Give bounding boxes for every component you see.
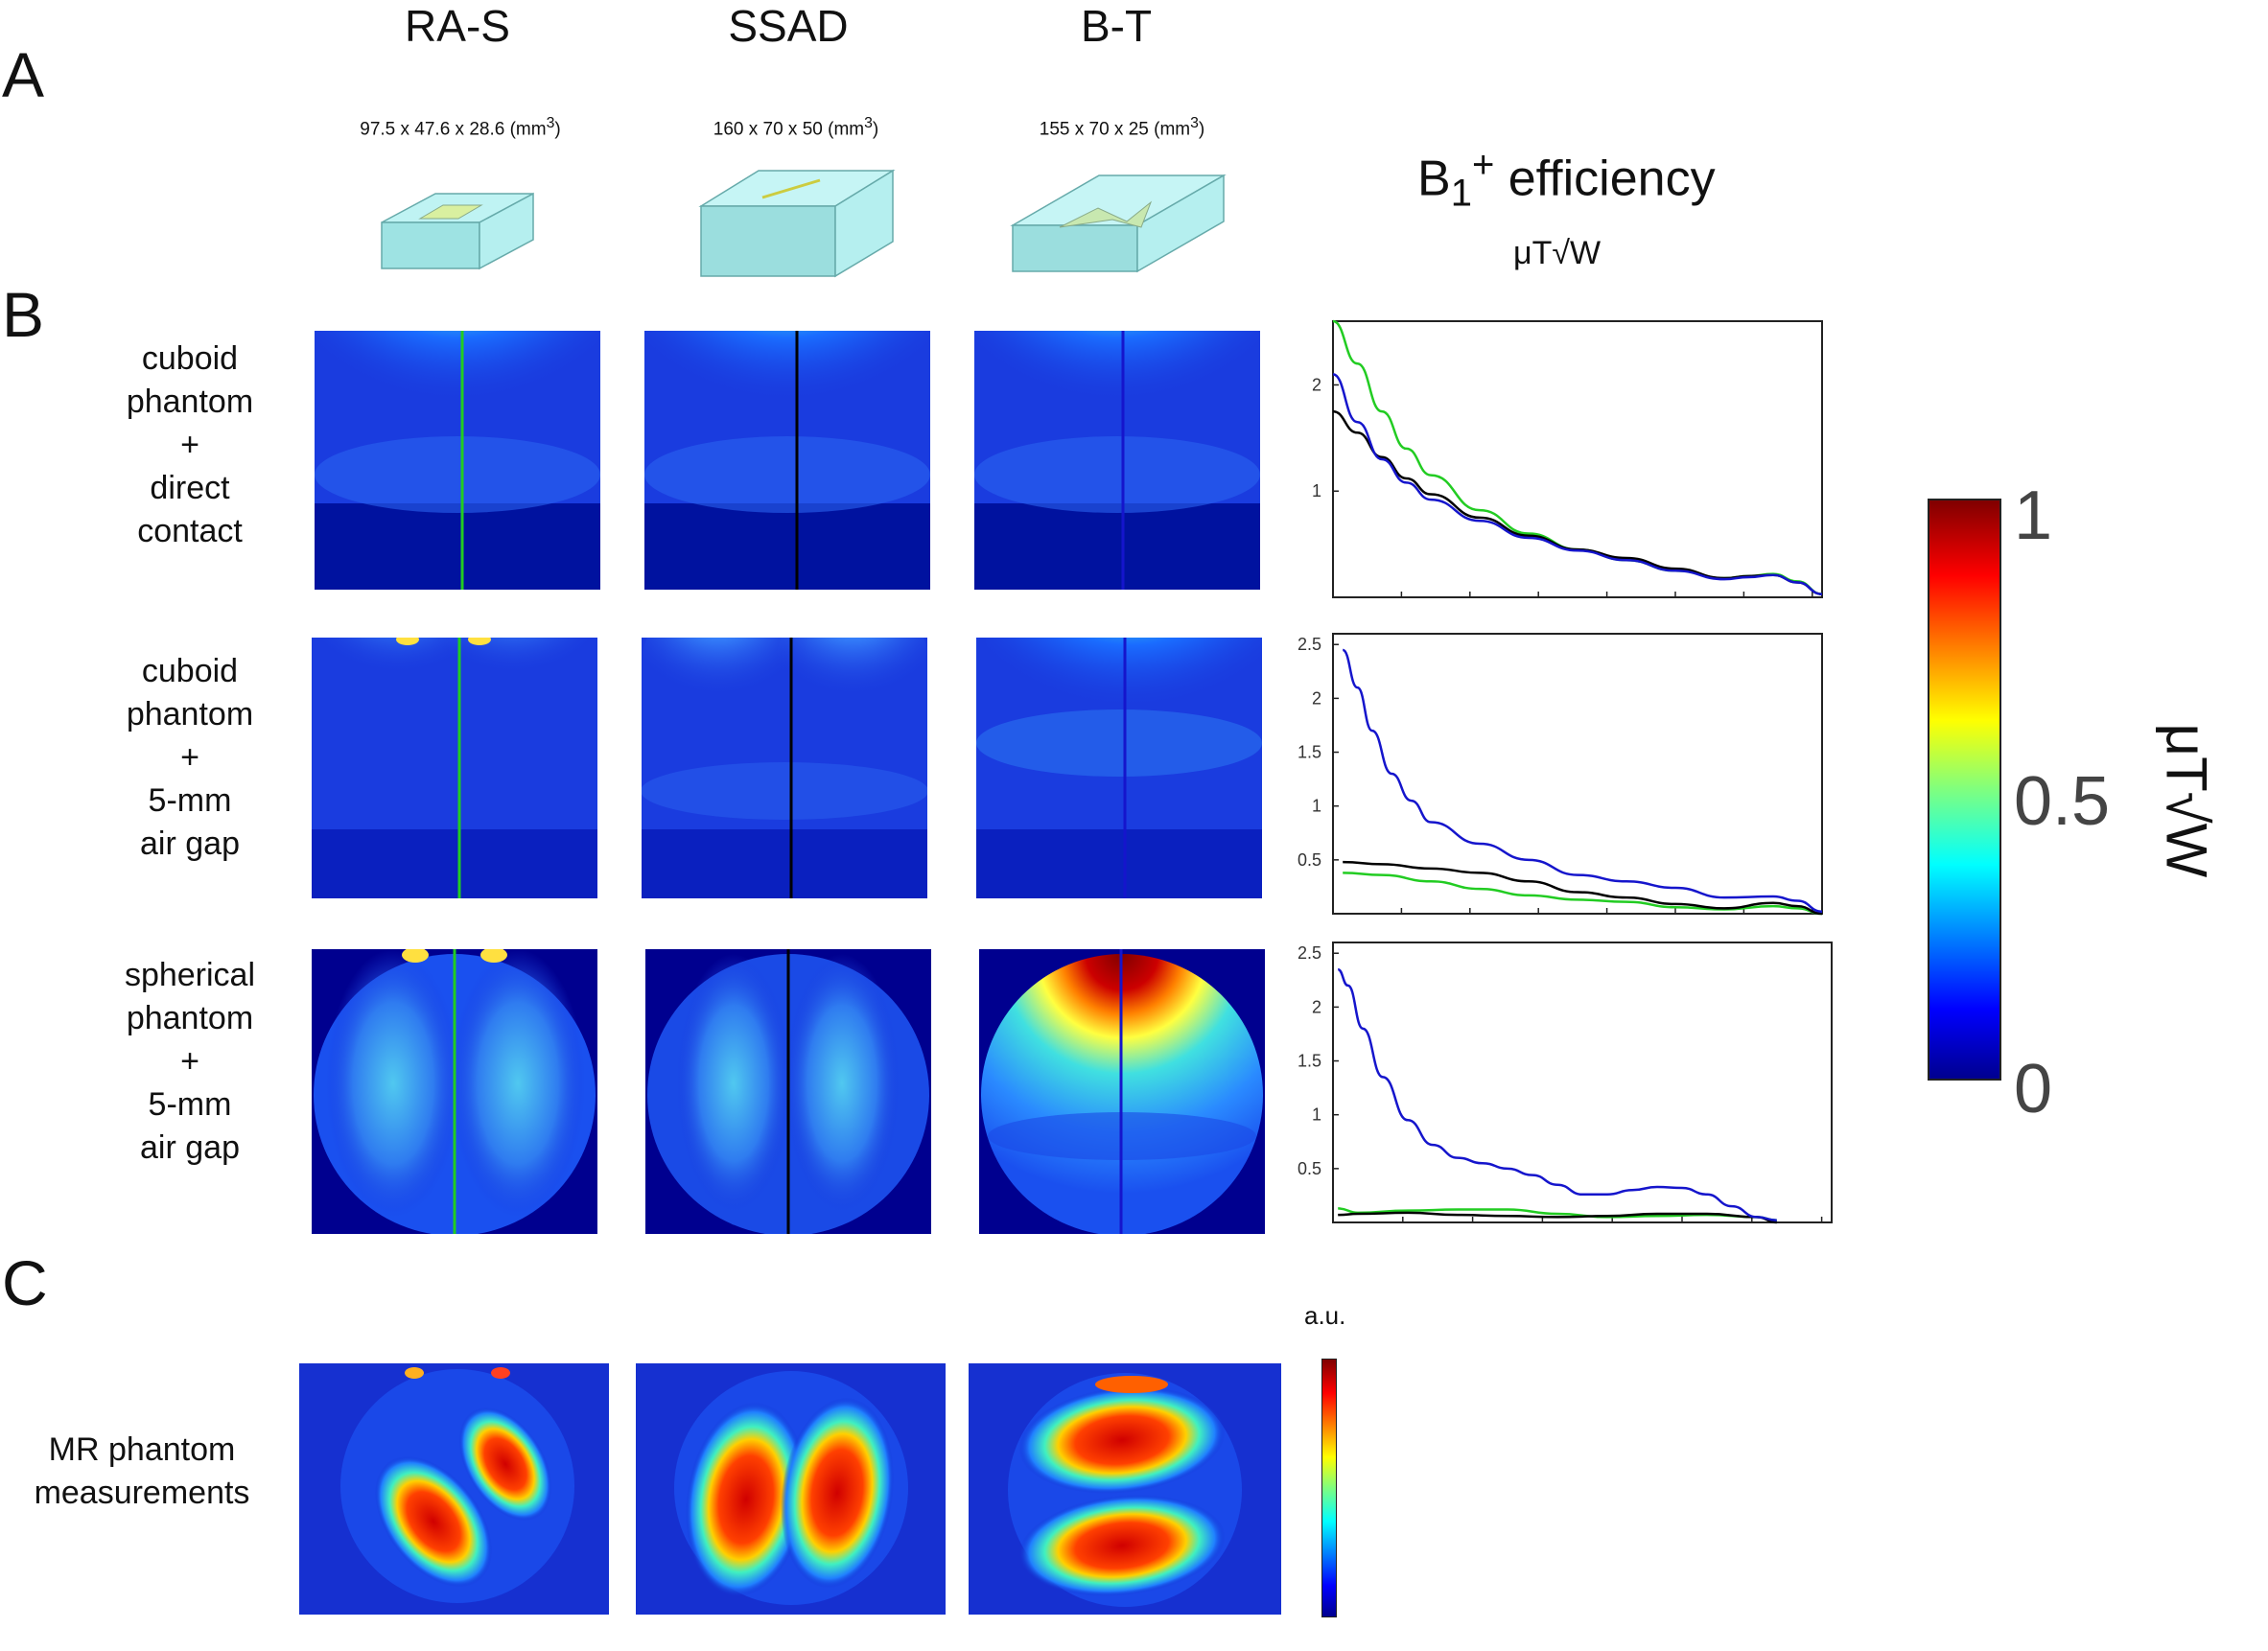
au-label: a.u.: [1304, 1301, 1346, 1330]
dims-bt-text: 155 x 70 x 25 (mm: [1039, 119, 1191, 140]
row2-line5: air gap: [140, 826, 240, 862]
series-line-ra-s: [1343, 872, 1823, 916]
heatmap-row1-ras: [315, 331, 600, 590]
dims-ras-end: ): [554, 119, 561, 140]
panel-label-b: B: [2, 279, 45, 350]
row3-line5: air gap: [140, 1129, 240, 1166]
y-tick-label: 2: [1312, 688, 1321, 708]
plot-frame: [1332, 320, 1823, 598]
heatmap-row2-ras: [312, 638, 597, 898]
dims-bt: 155 x 70 x 25 (mm3): [978, 115, 1266, 140]
dims-ssad: 160 x 70 x 50 (mm3): [652, 115, 940, 140]
row1-line5: contact: [137, 513, 243, 549]
column-title-ras: RA-S: [405, 1, 510, 51]
heatmap-row2-ssad: [642, 638, 927, 898]
row-label-3: spherical phantom + 5-mm air gap: [75, 954, 305, 1170]
coil-model-ras: [381, 192, 534, 270]
coil-model-ssad: [698, 169, 896, 278]
line-plot-row2: 0.5 1 1.5 2 2.5: [1298, 633, 1823, 916]
dims-ras-sup: 3: [546, 115, 555, 131]
colorbar-tick-min: 0: [2014, 1051, 2053, 1128]
series-line-b-t: [1332, 373, 1823, 595]
heatmap-row3-bt: [979, 949, 1265, 1234]
row2-line2: phantom: [126, 696, 254, 732]
efficiency-unit: μT√W: [1513, 235, 1602, 271]
row2-line1: cuboid: [141, 653, 239, 689]
b1-efficiency-title: B1+ efficiency: [1417, 144, 1716, 216]
b1-word: efficiency: [1508, 151, 1716, 207]
b1-sub: 1: [1450, 172, 1472, 215]
heatmap-row3-ssad: [645, 949, 931, 1234]
y-tick-label: 2: [1312, 997, 1321, 1016]
dims-ssad-sup: 3: [864, 115, 873, 131]
y-tick-label: 2: [1312, 375, 1321, 394]
series-line-ssad: [1343, 860, 1823, 916]
measurement-line2: measurements: [34, 1475, 250, 1511]
series-line-ssad: [1338, 1211, 1777, 1224]
row2-line3: +: [180, 739, 199, 776]
row1-line1: cuboid: [141, 340, 239, 377]
dims-ras-text: 97.5 x 47.6 x 28.6 (mm: [360, 119, 547, 140]
measurement-ssad: [636, 1363, 946, 1615]
plot-frame: [1332, 633, 1823, 915]
y-tick-label: 1: [1312, 1105, 1321, 1125]
line-plot-row1: 12: [1312, 319, 1823, 598]
dims-ssad-text: 160 x 70 x 50 (mm: [713, 119, 865, 140]
dims-ras: 97.5 x 47.6 x 28.6 (mm3): [316, 115, 604, 140]
row3-line2: phantom: [126, 1000, 254, 1036]
series-line-b-t: [1342, 648, 1823, 914]
y-tick-label: 1.5: [1298, 743, 1321, 762]
au-colorbar: [1321, 1359, 1337, 1617]
colorbar: [1928, 499, 2001, 1081]
row3-line1: spherical: [124, 957, 256, 993]
b1-base: B: [1417, 151, 1451, 207]
row2-line4: 5-mm: [148, 782, 232, 819]
panel-label-a: A: [2, 39, 45, 110]
measurement-bt: [969, 1363, 1281, 1615]
panel-label-c: C: [2, 1247, 48, 1318]
colorbar-unit: μT√W: [2154, 723, 2219, 878]
y-tick-label: 1.5: [1298, 1052, 1321, 1071]
heatmap-row3-ras: [312, 949, 597, 1234]
heatmap-row1-ssad: [644, 331, 930, 590]
series-line-ssad: [1332, 409, 1823, 595]
y-tick-label: 2.5: [1298, 943, 1321, 963]
measurement-label: MR phantom measurements: [27, 1429, 257, 1515]
column-title-ssad: SSAD: [728, 1, 849, 51]
column-title-bt: B-T: [1080, 1, 1153, 51]
series-line-ra-s: [1332, 319, 1823, 595]
coil-model-bt: [1010, 174, 1227, 273]
line-plot-row3: 0.5 1 1.5 2 2.5: [1298, 942, 1833, 1224]
y-tick-label: 1: [1312, 481, 1321, 500]
colorbar-tick-max: 1: [2014, 477, 2053, 554]
dims-ssad-end: ): [872, 119, 879, 140]
row-label-2: cuboid phantom + 5-mm air gap: [75, 650, 305, 866]
plot-frame: [1332, 942, 1833, 1223]
y-tick-label: 0.5: [1298, 1159, 1321, 1178]
b1-sup: +: [1471, 144, 1495, 186]
dims-bt-end: ): [1198, 119, 1205, 140]
colorbar-tick-mid: 0.5: [2014, 763, 2111, 840]
series-line-b-t: [1337, 967, 1777, 1222]
dims-bt-sup: 3: [1190, 115, 1199, 131]
row1-line3: +: [180, 427, 199, 463]
row1-line4: direct: [150, 470, 230, 506]
row1-line2: phantom: [126, 384, 254, 420]
row3-line3: +: [180, 1043, 199, 1080]
heatmap-row1-bt: [974, 331, 1260, 590]
row3-line4: 5-mm: [148, 1086, 232, 1123]
measurement-ras: [299, 1363, 609, 1615]
y-tick-label: 1: [1312, 797, 1321, 816]
heatmap-row2-bt: [976, 638, 1262, 898]
row-label-1: cuboid phantom + direct contact: [75, 337, 305, 553]
measurement-line1: MR phantom: [48, 1431, 236, 1468]
y-tick-label: 2.5: [1298, 635, 1321, 654]
y-tick-label: 0.5: [1298, 850, 1321, 870]
